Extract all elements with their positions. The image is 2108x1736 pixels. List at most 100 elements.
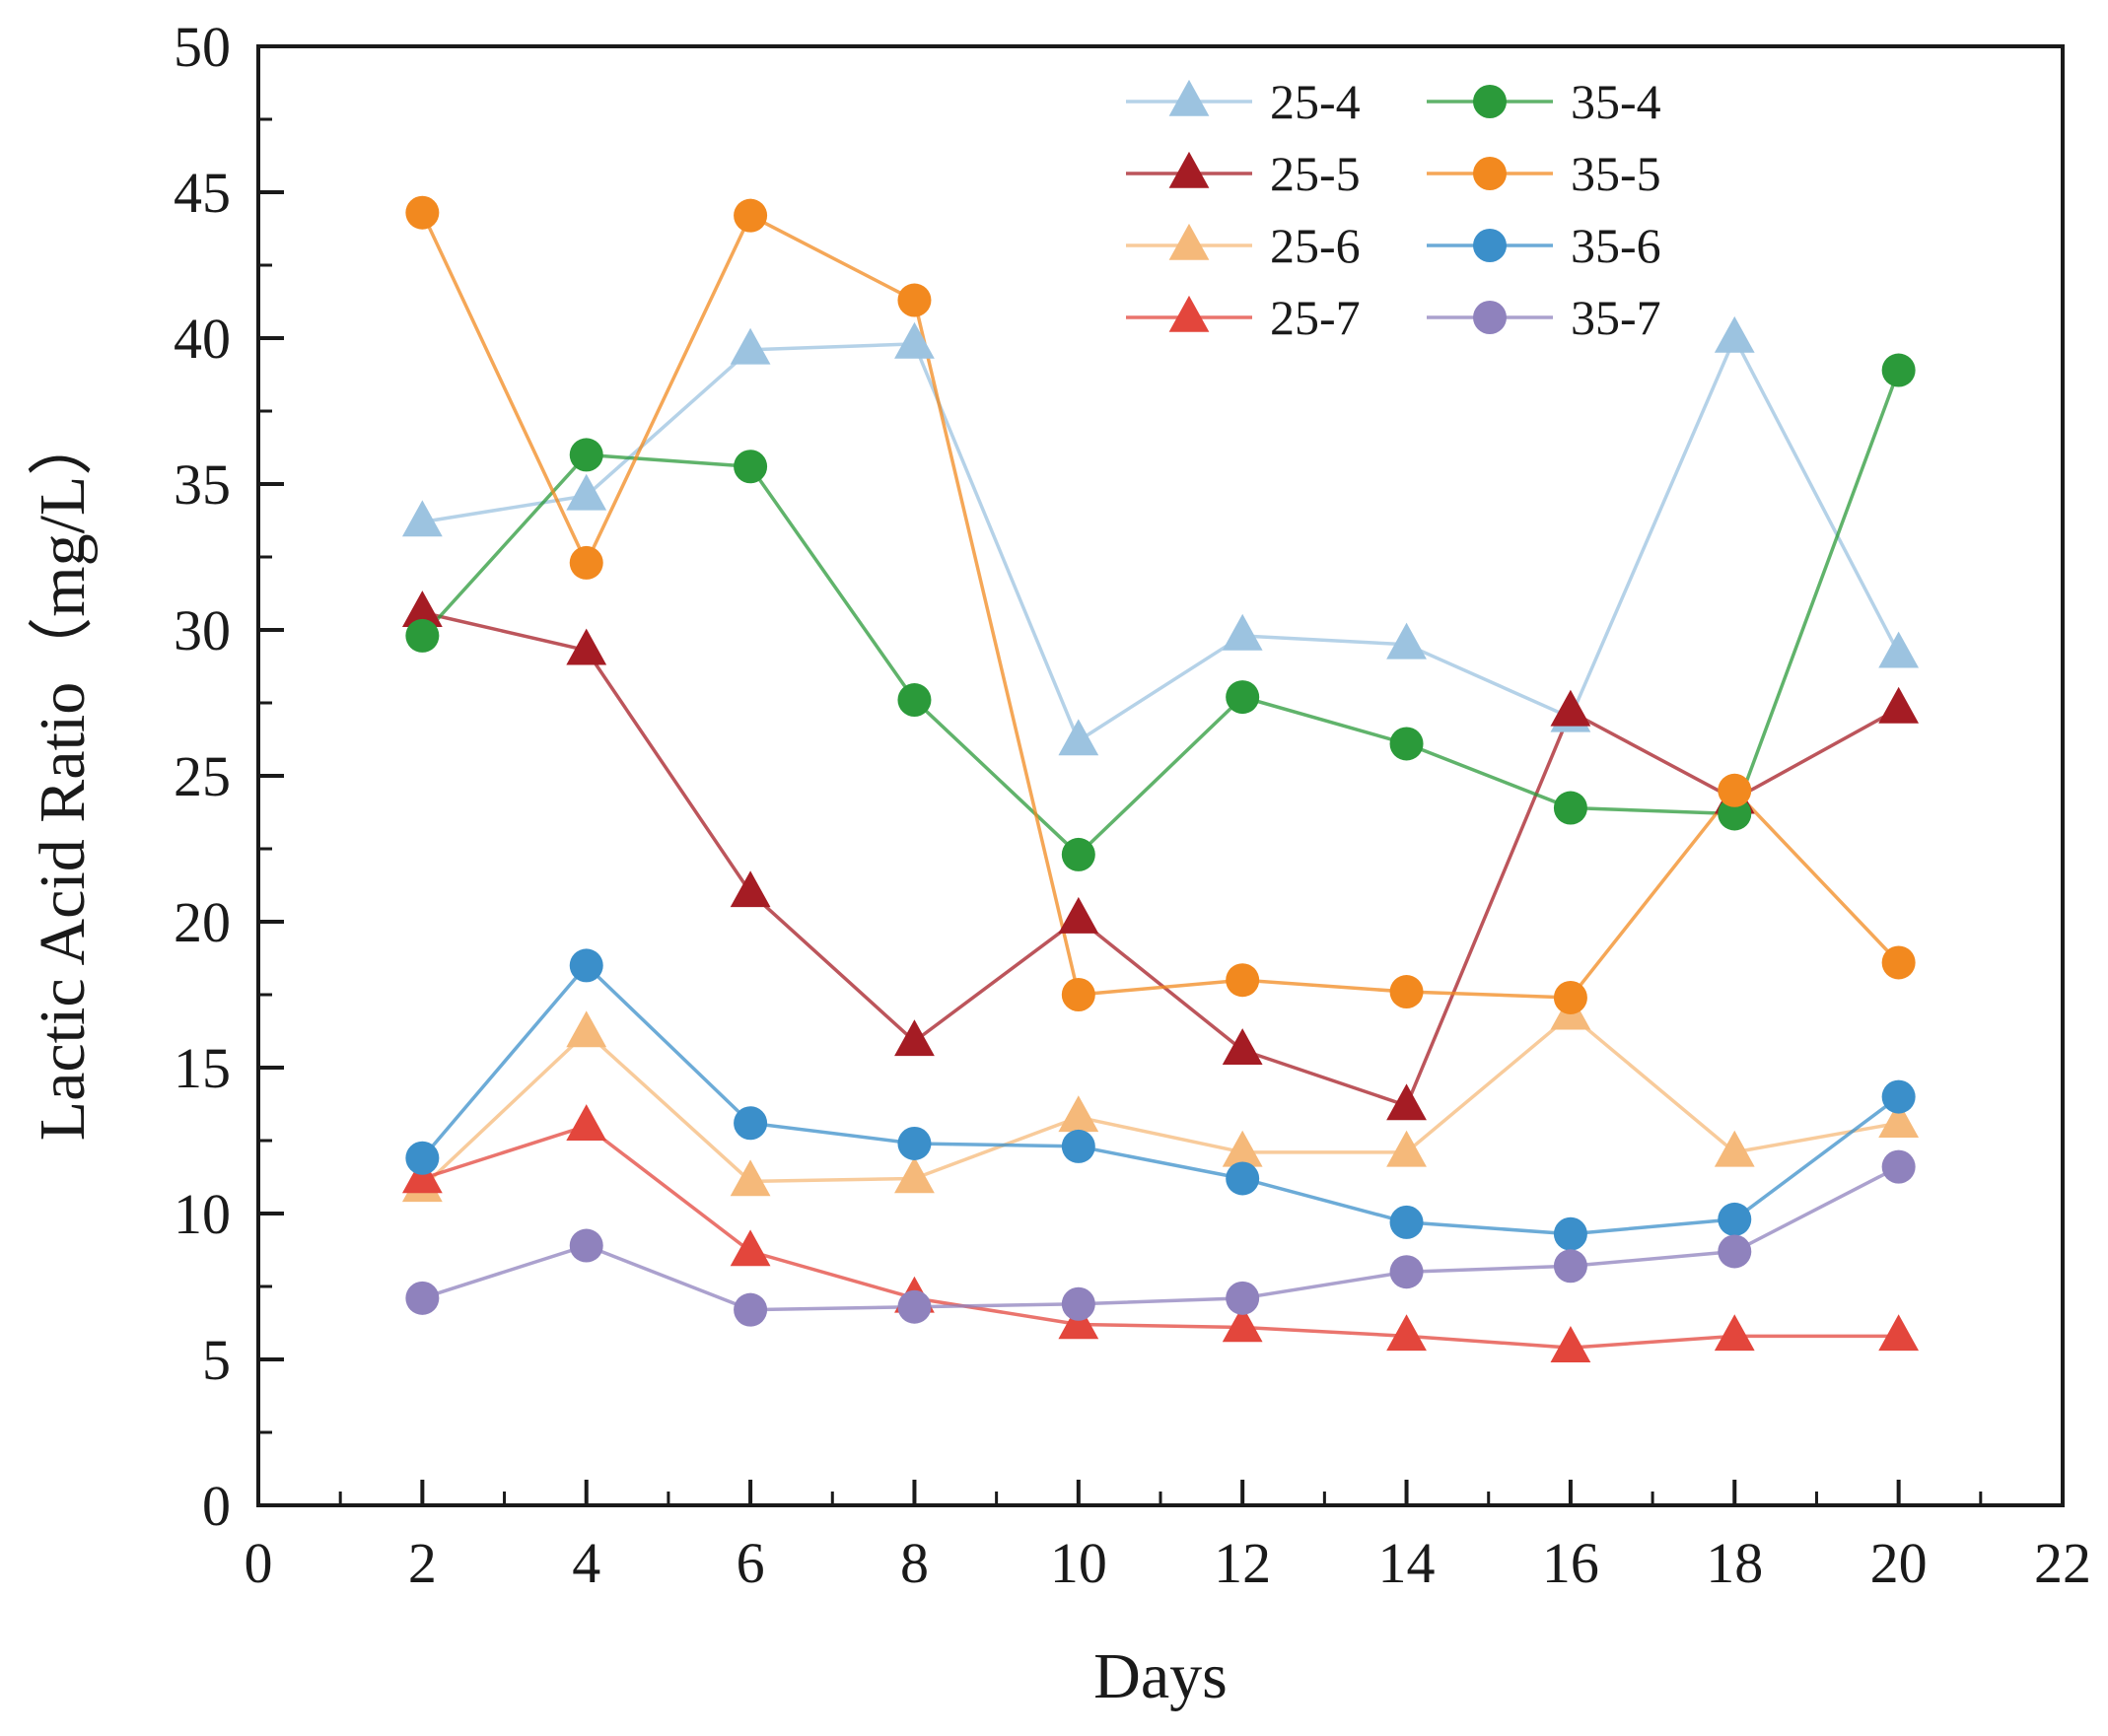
data-point-25-5: [1550, 689, 1591, 727]
data-point-25-7: [1550, 1326, 1591, 1362]
data-point-25-7: [401, 1156, 443, 1194]
data-point-35-6: [1389, 1205, 1424, 1239]
data-point-25-6: [1714, 1130, 1755, 1167]
data-point-35-6: [734, 1106, 768, 1141]
legend-item-35-7: 35-7: [1427, 290, 1661, 345]
data-point-25-4: [1386, 622, 1427, 660]
series-lines: [420, 211, 1901, 1350]
data-point-35-4: [405, 618, 440, 653]
data-point-35-4: [1881, 353, 1916, 387]
data-point-25-7: [1386, 1314, 1427, 1352]
y-tick-label: 15: [174, 1036, 231, 1100]
data-point-25-4: [894, 321, 935, 359]
legend-label: 35-6: [1571, 218, 1661, 273]
data-point-35-5: [569, 545, 603, 580]
legend-item-35-5: 35-5: [1427, 146, 1661, 201]
data-point-35-4: [1718, 797, 1752, 831]
legend-marker: [1168, 295, 1210, 332]
data-point-35-6: [1718, 1202, 1752, 1236]
legend-item-25-5: 25-5: [1126, 146, 1361, 201]
series-markers: [401, 195, 1920, 1362]
data-point-25-6: [1386, 1130, 1427, 1167]
x-tick-label: 18: [1706, 1531, 1763, 1595]
data-point-25-7: [566, 1104, 607, 1141]
data-point-25-4: [1058, 719, 1099, 756]
axis-ticks: 0 2 4 6 8 10 12 14 16 18 20 22 0 5 10 15 20 25 30 35 40 45 50: [174, 15, 2091, 1595]
legend-label: 35-7: [1571, 290, 1661, 345]
legend-item-35-4: 35-4: [1427, 74, 1661, 129]
legend-marker: [1473, 85, 1507, 118]
data-point-25-7: [1714, 1314, 1755, 1352]
x-tick-label: 16: [1542, 1531, 1599, 1595]
legend-label: 35-4: [1571, 74, 1661, 129]
data-point-35-7: [405, 1281, 440, 1315]
legend-marker: [1473, 157, 1507, 190]
data-point-35-4: [1226, 680, 1260, 715]
data-point-25-5: [1386, 1083, 1427, 1121]
data-point-35-4: [1061, 837, 1095, 871]
data-point-25-6: [730, 1159, 771, 1197]
y-tick-label: 50: [174, 15, 231, 79]
y-tick-label: 5: [202, 1328, 231, 1392]
data-point-35-5: [1553, 980, 1587, 1014]
data-point-25-5: [1058, 896, 1099, 934]
data-point-25-4: [1714, 315, 1755, 353]
series-line-35-4: [421, 369, 1901, 857]
data-point-25-7: [1222, 1305, 1263, 1343]
data-point-35-4: [734, 450, 768, 484]
data-point-35-4: [569, 438, 603, 472]
legend-item-25-7: 25-7: [1126, 290, 1361, 345]
data-point-25-6: [894, 1156, 935, 1194]
data-point-35-6: [405, 1141, 440, 1175]
series-line-25-4: [422, 336, 1901, 743]
data-point-35-4: [897, 683, 932, 718]
legend-marker: [1168, 151, 1210, 188]
data-point-35-5: [1226, 963, 1260, 998]
x-tick-label: 20: [1870, 1531, 1928, 1595]
data-point-35-5: [1881, 945, 1916, 980]
data-point-35-5: [734, 198, 768, 233]
series-line-35-6: [421, 963, 1900, 1236]
data-point-35-6: [1881, 1079, 1916, 1114]
data-point-35-5: [1389, 975, 1424, 1009]
data-point-25-5: [566, 628, 607, 665]
data-point-35-7: [1389, 1255, 1424, 1289]
data-point-35-7: [1881, 1149, 1916, 1184]
legend-item-25-6: 25-6: [1126, 218, 1361, 273]
data-point-25-6: [566, 1010, 607, 1048]
series-line-25-5: [421, 610, 1900, 1108]
legend-item-25-4: 25-4: [1126, 74, 1361, 129]
x-tick-label: 14: [1378, 1531, 1436, 1595]
data-point-25-4: [730, 327, 771, 365]
y-axis-title: Lactic Acid Ratio（mg/L）: [27, 411, 99, 1142]
data-point-25-4: [1222, 613, 1263, 651]
data-point-35-4: [1389, 727, 1424, 761]
data-point-35-5: [897, 283, 932, 317]
data-point-25-6: [1878, 1101, 1920, 1139]
legend-label: 35-5: [1571, 146, 1661, 201]
plot-frame: [256, 44, 2065, 1507]
data-point-35-6: [1226, 1161, 1260, 1196]
x-axis-title: Days: [1093, 1640, 1228, 1712]
data-point-35-7: [734, 1292, 768, 1327]
legend-marker: [1168, 79, 1210, 116]
legend-marker: [1473, 229, 1507, 262]
data-point-35-5: [1718, 773, 1752, 807]
data-point-35-4: [1553, 791, 1587, 825]
x-tick-label: 4: [572, 1531, 600, 1595]
legend-label: 25-5: [1270, 146, 1361, 201]
x-tick-label: 8: [900, 1531, 929, 1595]
data-point-25-7: [1058, 1302, 1099, 1340]
data-point-35-7: [1718, 1234, 1752, 1269]
data-point-25-5: [894, 1019, 935, 1057]
y-tick-label: 35: [174, 452, 231, 517]
data-point-35-7: [1553, 1249, 1587, 1284]
data-point-35-6: [1553, 1216, 1587, 1251]
data-point-25-7: [730, 1229, 771, 1267]
x-tick-label: 2: [408, 1531, 437, 1595]
data-point-35-5: [405, 195, 440, 230]
legend: 25-4 25-5 25-6 25-7 35-4 35-5 35-6 35-7: [1126, 74, 1661, 345]
data-point-35-6: [1061, 1129, 1095, 1163]
